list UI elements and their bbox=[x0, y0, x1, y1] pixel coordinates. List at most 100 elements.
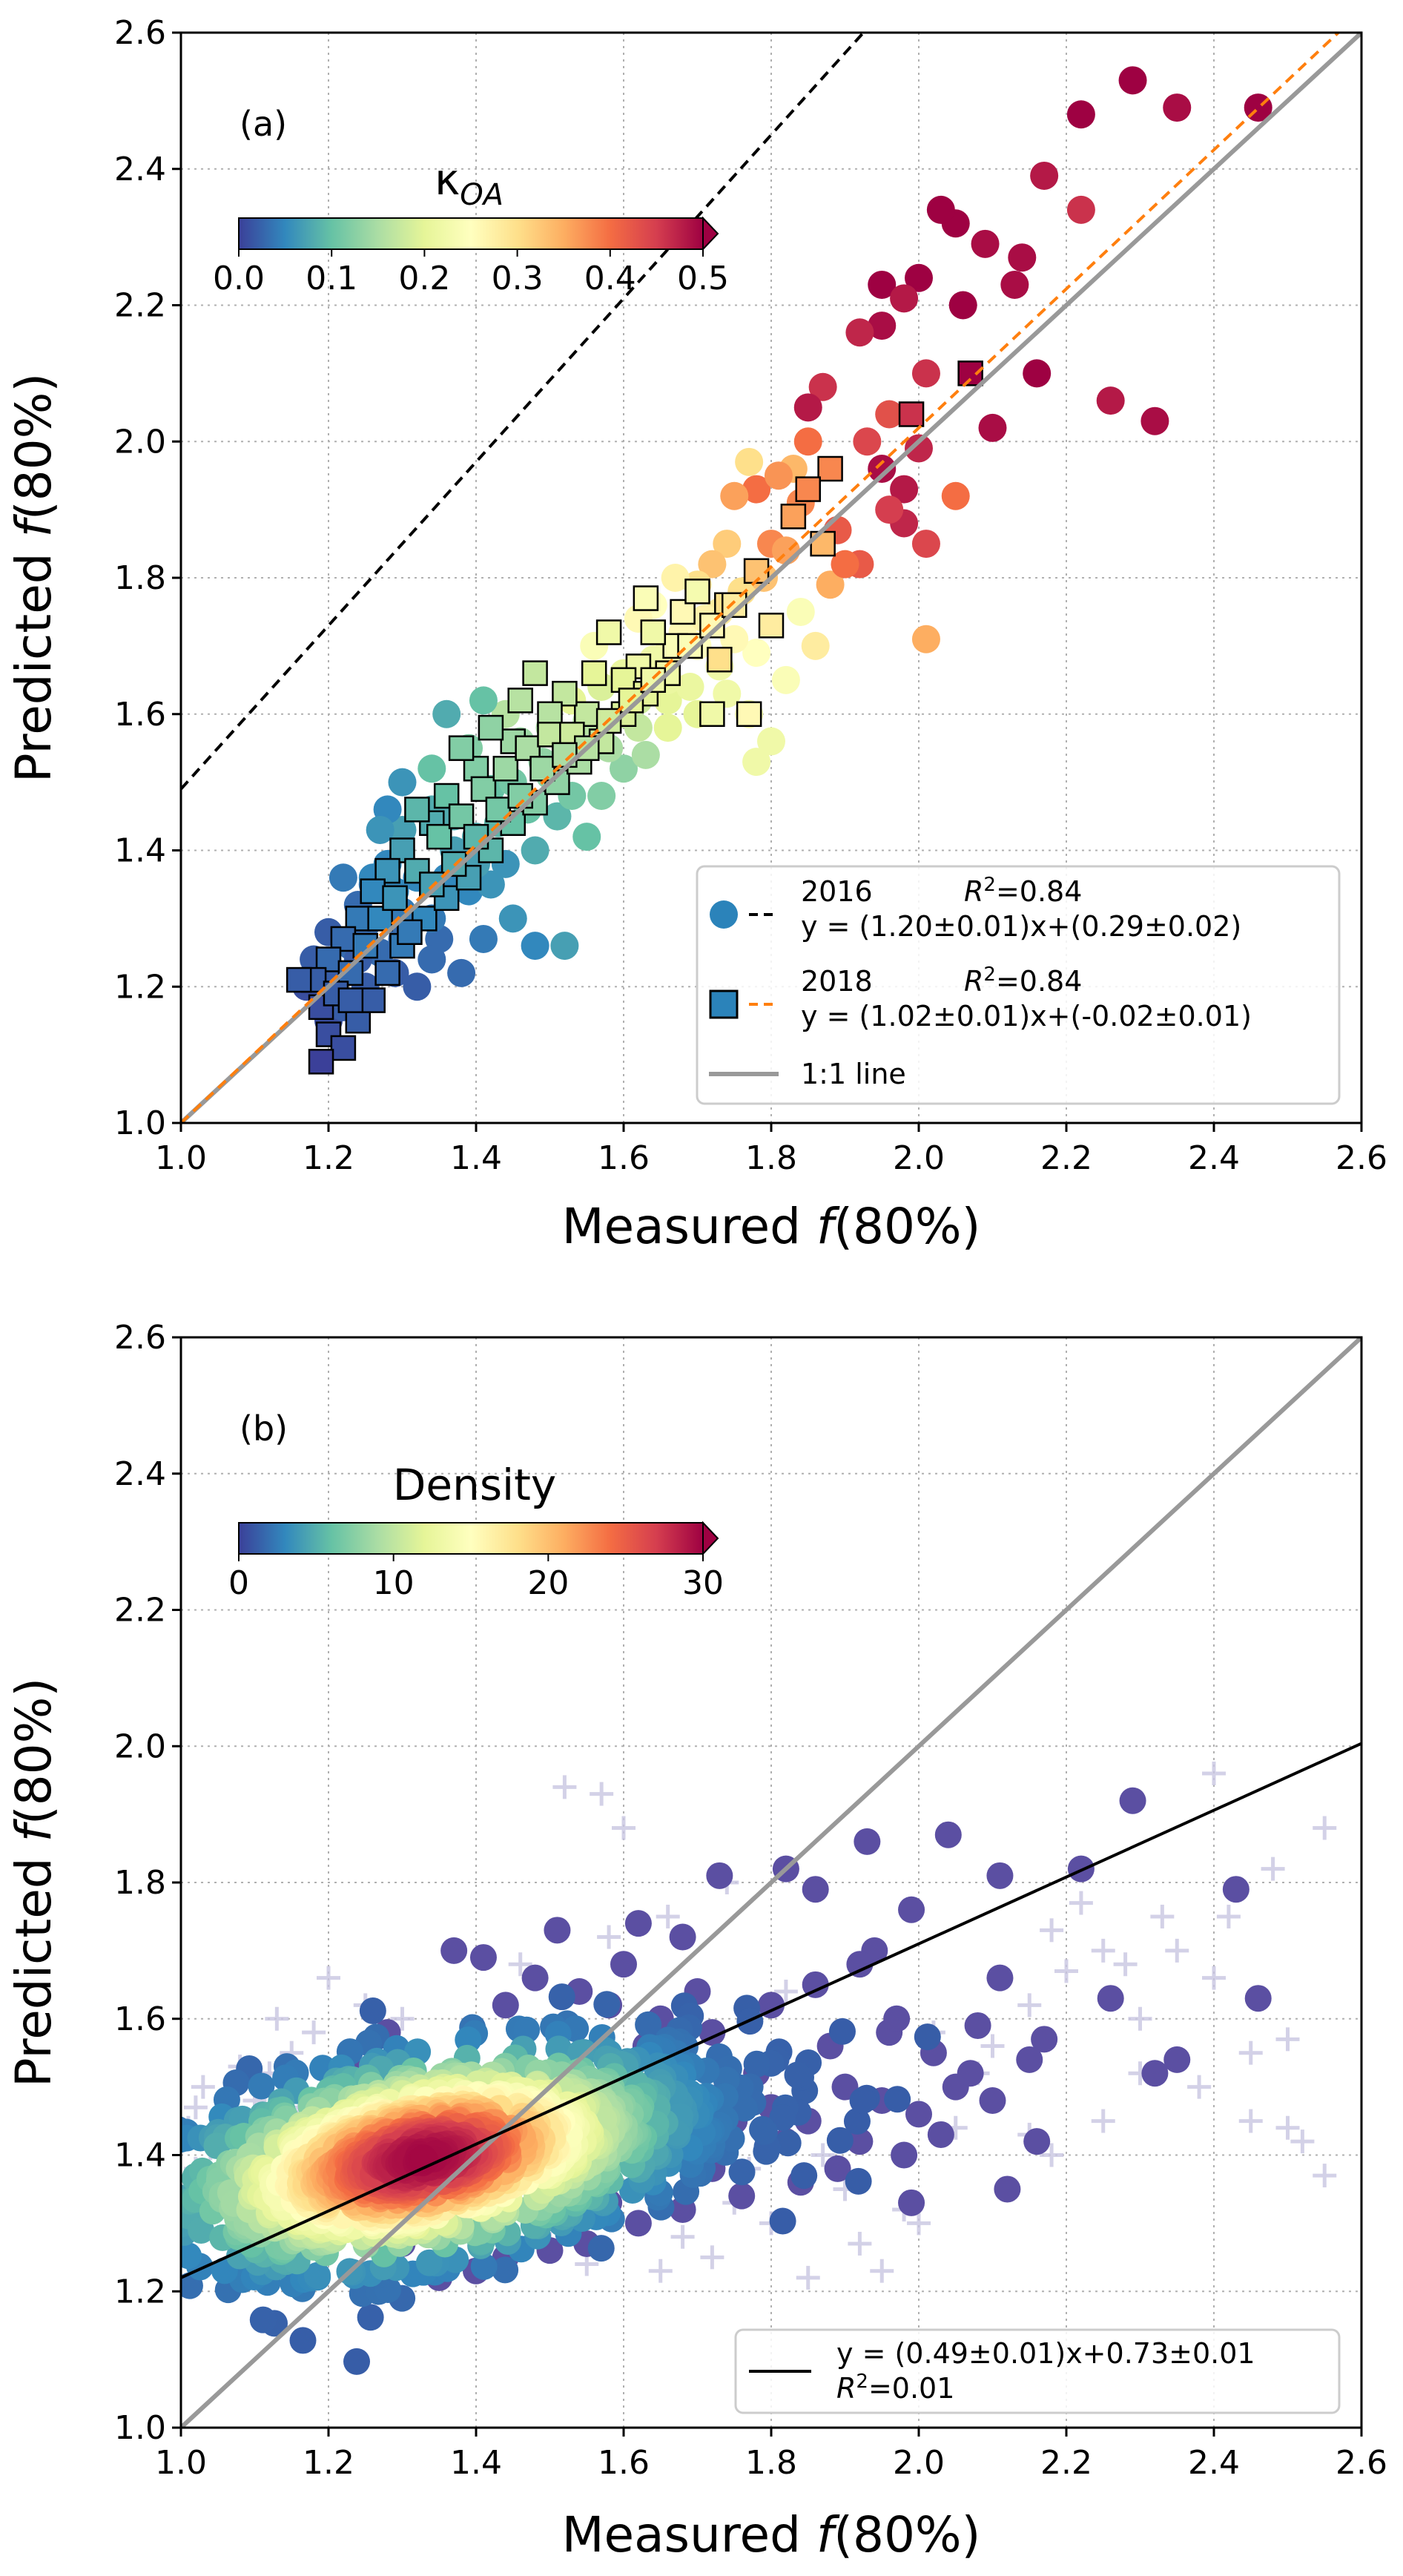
density-point bbox=[148, 2213, 175, 2239]
background-cross bbox=[1091, 1938, 1115, 1963]
density-point bbox=[957, 2060, 984, 2087]
density-point bbox=[898, 1896, 925, 1923]
density-point bbox=[994, 2175, 1021, 2203]
x-tick-label: 2.0 bbox=[893, 1139, 945, 1177]
r2-superscript: 2 bbox=[856, 2371, 868, 2393]
point-2018 bbox=[426, 823, 452, 850]
point-2018 bbox=[817, 455, 843, 482]
background-cross bbox=[265, 2006, 289, 2031]
point-2018 bbox=[360, 878, 386, 904]
legend: 2016 R2=0.84 y = (1.20±0.01)x+(0.29±0.02… bbox=[696, 865, 1341, 1105]
point-2016 bbox=[653, 714, 682, 742]
point-2016 bbox=[1096, 386, 1125, 415]
density-point bbox=[593, 1991, 621, 2018]
fit-line bbox=[181, 1742, 1361, 2279]
background-cross bbox=[1216, 1904, 1241, 1928]
point-2016 bbox=[550, 932, 579, 961]
y-tick-label: 1.2 bbox=[114, 968, 166, 1006]
point-2016 bbox=[1023, 359, 1052, 388]
x-tick-label: 1.0 bbox=[155, 1139, 207, 1177]
y-tick-label: 2.6 bbox=[114, 1319, 166, 1357]
background-cross bbox=[670, 2224, 695, 2249]
y-tick-label: 2.6 bbox=[114, 14, 166, 52]
background-cross bbox=[773, 1980, 798, 2003]
point-2016 bbox=[845, 318, 874, 347]
background-cross bbox=[811, 2143, 835, 2167]
y-tick-label: 1.4 bbox=[114, 832, 166, 870]
background-cross bbox=[907, 2211, 931, 2236]
colorbar: κOA 0.0 0.1 0.2 0.3 0.4 0.5 bbox=[213, 154, 729, 297]
point-2016 bbox=[447, 958, 476, 987]
x-label-prefix: Measured bbox=[562, 2506, 816, 2563]
background-cross bbox=[1150, 1904, 1175, 1928]
legend-marker-circle bbox=[710, 900, 738, 929]
r2-superscript: 2 bbox=[983, 874, 996, 896]
legend-r2-fit: R2=0.01 bbox=[836, 2371, 954, 2405]
x-tick-label: 2.0 bbox=[893, 2444, 945, 2482]
density-point bbox=[343, 2348, 371, 2375]
point-2016 bbox=[713, 679, 742, 708]
background-cross bbox=[1017, 1993, 1042, 2017]
background-cross bbox=[1313, 2164, 1337, 2188]
point-2018 bbox=[360, 987, 386, 1013]
axis-ticks: 1.0 1.2 1.4 1.6 1.8 2.0 2.2 2.4 2.6 1.0 1.2 1.4 1.6 1… bbox=[114, 1319, 1387, 2482]
legend: y = (0.49±0.01)x+0.73±0.01 R2=0.01 bbox=[734, 2328, 1341, 2414]
point-2018 bbox=[581, 660, 607, 686]
point-2016 bbox=[875, 495, 904, 524]
point-2016 bbox=[469, 924, 498, 953]
y-tick-label: 1.4 bbox=[114, 2137, 166, 2175]
point-2016 bbox=[868, 270, 897, 299]
density-point bbox=[181, 2239, 182, 2244]
point-2016 bbox=[720, 625, 749, 653]
density-point bbox=[914, 2023, 941, 2051]
x-tick-label: 2.2 bbox=[1040, 1139, 1092, 1177]
r2-value: =0.84 bbox=[996, 965, 1082, 998]
density-point bbox=[964, 2012, 991, 2039]
background-cross bbox=[191, 2075, 215, 2099]
point-2018 bbox=[795, 476, 821, 502]
x-tick-label: 1.2 bbox=[303, 1139, 354, 1177]
point-2016 bbox=[388, 815, 417, 844]
point-2016 bbox=[801, 631, 830, 660]
point-2016 bbox=[720, 481, 749, 510]
point-2016 bbox=[1030, 161, 1059, 190]
density-point bbox=[845, 2167, 872, 2195]
legend-equation-2018: y = (1.02±0.01)x+(-0.02±0.01) bbox=[801, 1000, 1252, 1032]
one-to-one-line bbox=[181, 33, 1361, 1123]
density-point bbox=[57, 2185, 84, 2212]
density-point bbox=[521, 1964, 549, 1992]
density-point bbox=[774, 2129, 802, 2157]
colorbar-tick-label: 0.5 bbox=[677, 260, 729, 297]
density-point bbox=[1031, 2026, 1058, 2053]
background-cross bbox=[1238, 2109, 1263, 2133]
legend-frame bbox=[696, 865, 1341, 1105]
background-cross bbox=[302, 2020, 326, 2045]
density-point bbox=[145, 2198, 172, 2225]
point-2016 bbox=[911, 359, 940, 388]
density-point bbox=[728, 2182, 756, 2210]
density-point bbox=[1097, 1985, 1124, 2012]
density-point bbox=[77, 2284, 104, 2310]
point-2016 bbox=[853, 427, 882, 456]
legend-name-2016: 2016 bbox=[801, 875, 873, 908]
y-tick-label: 2.4 bbox=[114, 151, 166, 188]
density-point bbox=[905, 2101, 932, 2128]
point-2016 bbox=[831, 550, 859, 579]
background-cross bbox=[1290, 2129, 1315, 2154]
density-point bbox=[758, 1992, 785, 2019]
density-point bbox=[249, 2306, 277, 2333]
point-2018 bbox=[898, 401, 925, 427]
density-point bbox=[138, 2187, 165, 2213]
colorbar-label: Density bbox=[393, 1460, 557, 1510]
point-2016 bbox=[905, 263, 933, 292]
point-2016 bbox=[757, 727, 785, 756]
colorbar-tick-label: 0.0 bbox=[213, 260, 265, 297]
point-2018 bbox=[308, 1049, 334, 1075]
point-2016 bbox=[1163, 93, 1192, 122]
point-2018 bbox=[448, 735, 475, 761]
point-2016 bbox=[868, 312, 897, 340]
background-cross bbox=[597, 1925, 621, 1949]
point-2016 bbox=[1000, 270, 1029, 299]
r2-symbol: R bbox=[836, 2372, 856, 2405]
density-point bbox=[802, 1876, 829, 1903]
